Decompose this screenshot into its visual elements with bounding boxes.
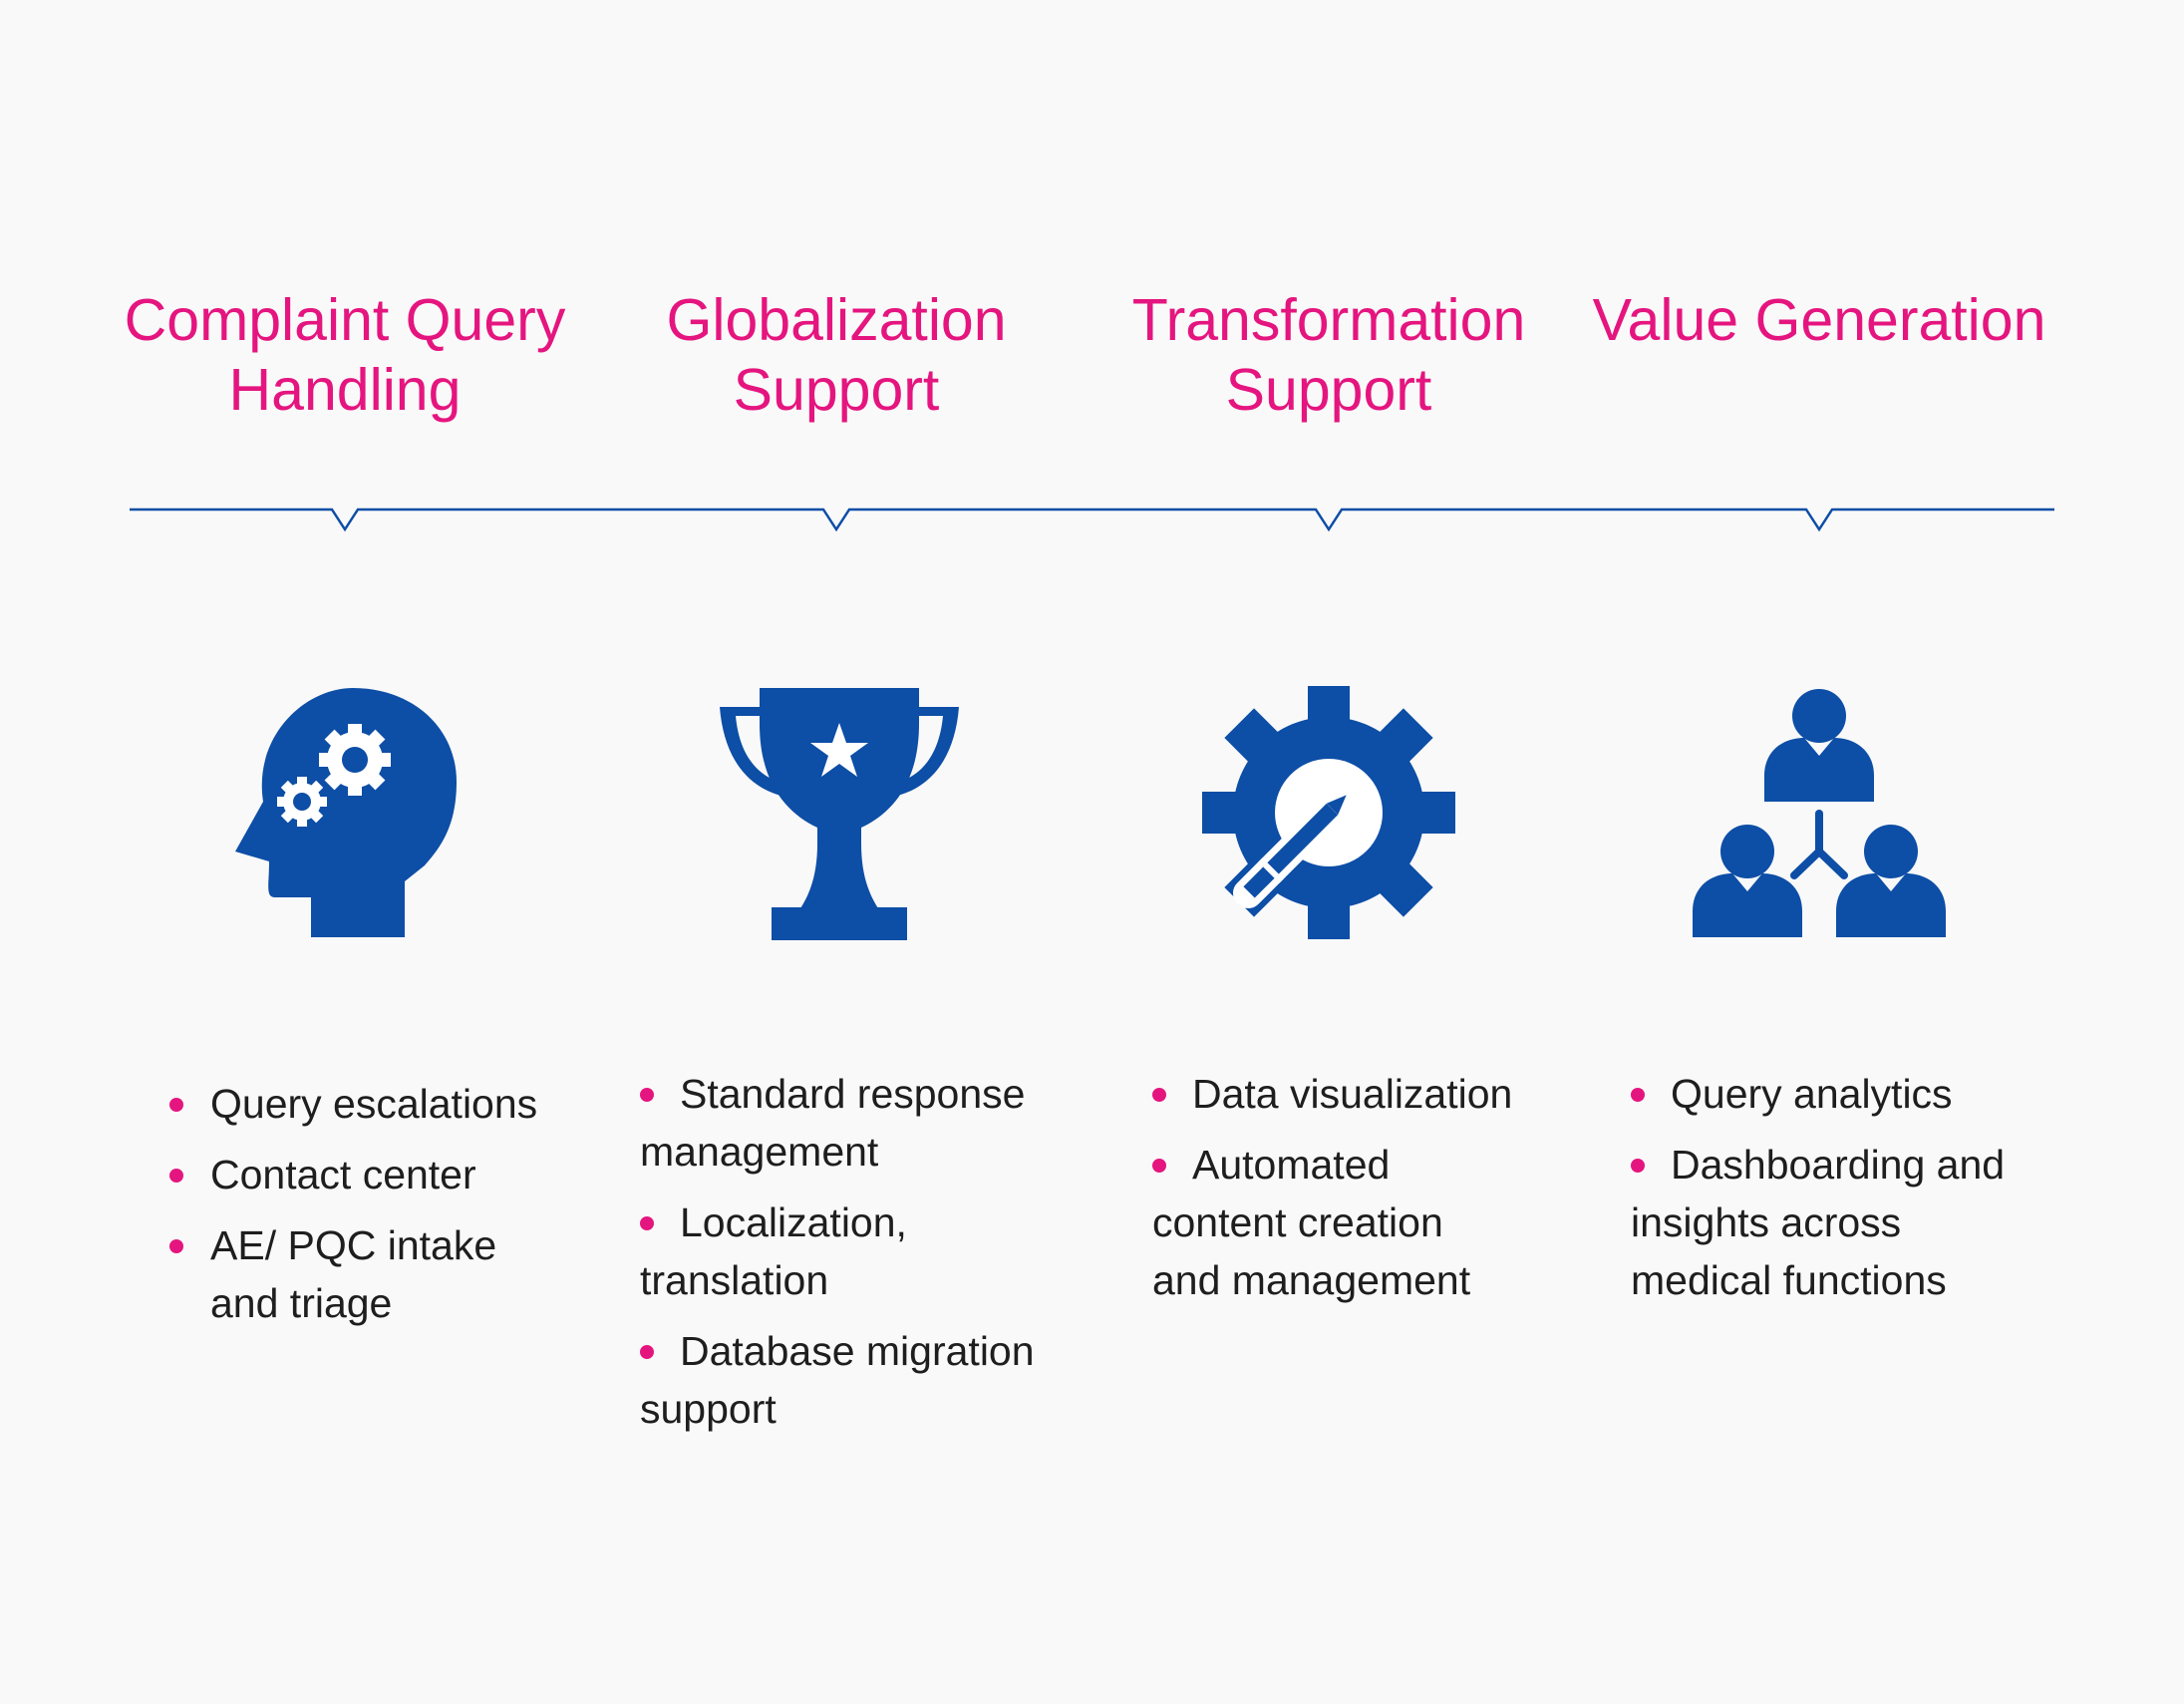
list-item: AE/ PQC intake and triage	[169, 1216, 539, 1332]
column-title-transformation-support: Transformation Support	[1131, 287, 1526, 423]
list-item: Data visualization	[1152, 1065, 1521, 1123]
list-item: Localization, translation	[640, 1193, 979, 1309]
column-title-complaint-query-handling: Complaint Query Handling	[124, 287, 566, 423]
bullet-list-complaint-query-handling: Query escalations Contact center AE/ PQC…	[169, 1075, 558, 1345]
list-item: Automated content creation and managemen…	[1152, 1136, 1501, 1309]
column-title-value-generation: Value Generation	[1592, 287, 2046, 353]
bullet-list-globalization-support: Standard response management Localizatio…	[640, 1065, 1069, 1451]
list-item: Database migration support	[640, 1322, 1079, 1438]
bullet-list-value-generation: Query analytics Dashboarding and insight…	[1631, 1065, 2029, 1322]
list-item: Query escalations	[169, 1075, 558, 1133]
team-network-icon	[1693, 689, 1946, 937]
list-item: Dashboarding and insights across medical…	[1631, 1136, 2020, 1309]
gear-pencil-icon	[1202, 686, 1455, 939]
list-item: Contact center	[169, 1146, 558, 1203]
trophy-icon	[720, 688, 959, 940]
timeline-connector	[130, 508, 2054, 532]
list-item: Standard response management	[640, 1065, 1069, 1181]
column-title-globalization-support: Globalization Support	[666, 287, 1007, 423]
bullet-list-transformation-support: Data visualization Automated content cre…	[1152, 1065, 1521, 1322]
list-item: Query analytics	[1631, 1065, 2029, 1123]
head-gears-icon	[235, 688, 457, 937]
